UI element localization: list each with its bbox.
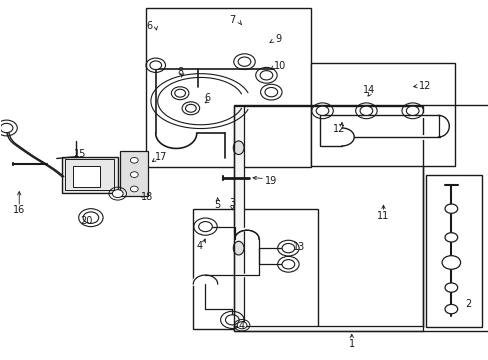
Circle shape (316, 106, 328, 116)
Circle shape (112, 190, 123, 198)
Circle shape (198, 222, 212, 231)
Text: 20: 20 (80, 216, 92, 225)
Text: 15: 15 (74, 149, 86, 159)
Text: 14: 14 (362, 85, 374, 95)
Bar (61, 157, 118, 193)
Circle shape (282, 260, 294, 269)
Circle shape (238, 57, 250, 66)
Bar (425, 175, 482, 327)
Circle shape (130, 186, 138, 192)
Text: 2: 2 (465, 299, 471, 309)
Circle shape (444, 305, 457, 314)
Circle shape (237, 321, 246, 329)
Circle shape (444, 204, 457, 213)
Circle shape (282, 243, 294, 253)
Text: 3: 3 (229, 198, 235, 208)
Circle shape (185, 104, 196, 112)
Bar (73, 166, 100, 187)
Circle shape (130, 172, 138, 177)
Circle shape (0, 123, 13, 133)
Circle shape (444, 233, 457, 242)
Bar (65, 159, 114, 190)
Ellipse shape (233, 141, 244, 154)
Text: 17: 17 (155, 152, 167, 162)
Circle shape (225, 315, 239, 325)
Circle shape (359, 106, 372, 116)
Bar (233, 326, 422, 331)
Text: 13: 13 (292, 242, 304, 252)
Bar (242, 107, 422, 327)
Circle shape (130, 157, 138, 163)
Bar (120, 151, 148, 196)
Circle shape (83, 212, 99, 224)
Text: 12: 12 (418, 81, 430, 91)
Text: 6: 6 (204, 93, 210, 103)
Bar (193, 209, 317, 329)
Text: 16: 16 (13, 206, 25, 216)
Circle shape (444, 283, 457, 292)
Text: 5: 5 (214, 200, 221, 210)
Circle shape (264, 87, 277, 97)
Text: 7: 7 (229, 15, 235, 25)
Bar (145, 8, 311, 167)
Text: 18: 18 (141, 192, 153, 202)
Circle shape (150, 61, 161, 69)
Text: 4: 4 (238, 321, 244, 331)
Bar (233, 105, 488, 331)
Text: 6: 6 (146, 21, 152, 31)
Ellipse shape (233, 241, 244, 255)
Text: 4: 4 (196, 241, 203, 251)
Text: 11: 11 (377, 211, 389, 221)
Text: 19: 19 (264, 176, 277, 186)
Text: 10: 10 (273, 61, 285, 71)
Circle shape (406, 106, 418, 116)
Bar (233, 107, 243, 327)
Bar (310, 63, 454, 166)
Text: 12: 12 (333, 124, 345, 134)
Circle shape (174, 89, 185, 97)
Text: 8: 8 (177, 67, 183, 77)
Circle shape (441, 256, 460, 269)
Bar (242, 107, 422, 327)
Text: 9: 9 (275, 35, 281, 44)
Bar (242, 107, 422, 327)
Circle shape (260, 71, 272, 80)
Text: 1: 1 (348, 339, 354, 349)
